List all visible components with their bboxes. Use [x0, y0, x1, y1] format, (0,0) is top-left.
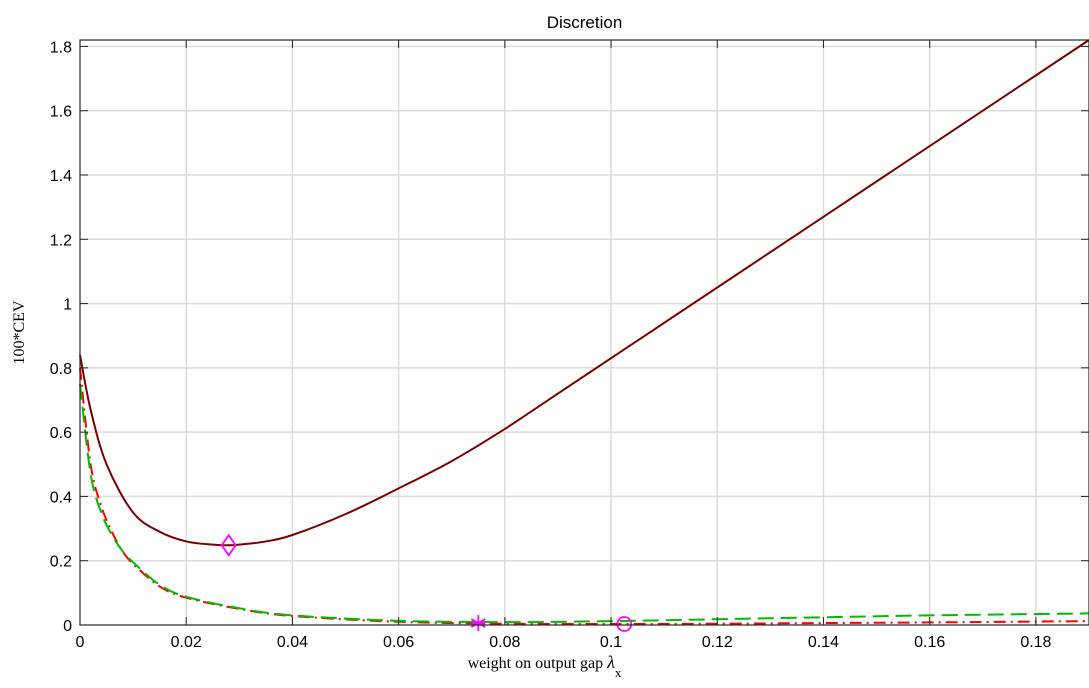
chart-title: Discretion — [547, 13, 623, 32]
x-tick-label: 0 — [76, 634, 85, 651]
y-axis-label: 100*CEV — [11, 300, 28, 364]
x-tick-label: 0.06 — [383, 634, 414, 651]
series-line-dashdot — [79, 367, 1089, 626]
plot-area — [80, 40, 1089, 625]
y-tick-label: 0.6 — [50, 425, 72, 442]
ticks — [79, 40, 1089, 626]
y-tick-label: 0.4 — [50, 489, 72, 506]
diamond-marker — [220, 533, 237, 557]
marker-layer — [220, 533, 633, 632]
x-tick-label: 0.08 — [489, 634, 520, 651]
x-axis-label: weight on output gap λx — [468, 652, 622, 680]
grid — [80, 40, 1089, 625]
x-tick-label: 0.04 — [277, 634, 308, 651]
x-tick-label: 0.14 — [808, 634, 839, 651]
y-tick-label: 1 — [63, 297, 72, 314]
y-tick-label: 0 — [63, 618, 72, 635]
x-tick-label: 0.1 — [600, 634, 622, 651]
series-line-solid — [79, 39, 1089, 547]
plot-frame — [79, 39, 1089, 626]
y-tick-label: 0.2 — [50, 554, 72, 571]
y-tick-label: 1.4 — [50, 168, 72, 185]
x-tick-label: 0.16 — [914, 634, 945, 651]
y-tick-label: 1.6 — [50, 104, 72, 121]
x-axis-label-subscript: x — [615, 665, 622, 680]
x-tick-label: 0.18 — [1020, 634, 1051, 651]
asterisk-marker — [470, 615, 486, 632]
circle-marker — [616, 616, 633, 632]
x-tick-label: 0.12 — [702, 634, 733, 651]
series-line-dashed — [79, 383, 1089, 624]
y-tick-label: 1.8 — [50, 39, 72, 56]
x-axis-label-symbol: λ — [606, 652, 615, 672]
series-layer — [79, 39, 1089, 626]
x-tick-label: 0.02 — [171, 634, 202, 651]
tick-labels: 0 0.02 0.04 0.06 0.08 0.1 0.12 0.14 0.16 0.18 0 0.2… — [50, 39, 1052, 651]
x-axis-label-text: weight on output gap — [468, 655, 608, 672]
y-tick-label: 1.2 — [50, 232, 72, 249]
y-tick-label: 0.8 — [50, 361, 72, 378]
